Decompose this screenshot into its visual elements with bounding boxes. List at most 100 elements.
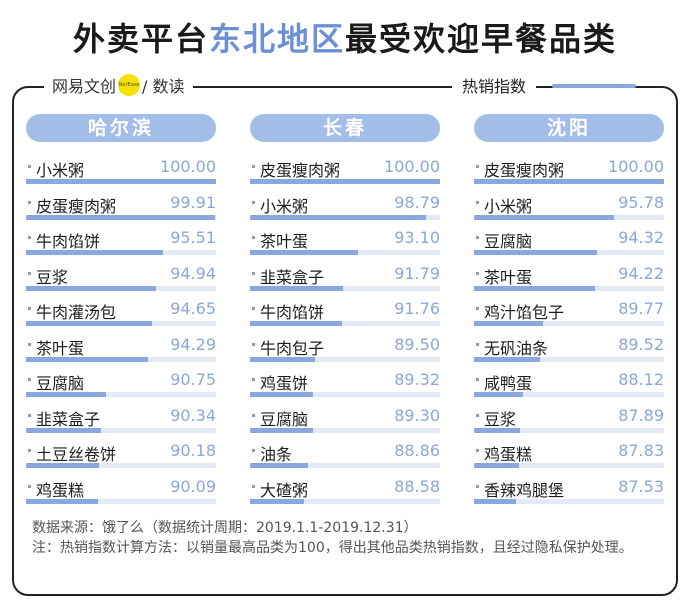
bar-track [474,427,664,433]
bar-track [474,321,664,326]
value-label: 89.32 [394,370,440,389]
bar-track [250,463,440,468]
bar-row: 鸡汁馅包子 89.77 [474,293,664,329]
bar-fill [474,463,520,468]
bullet-icon [28,200,31,204]
bar-row: 豆腐脑 89.30 [250,400,440,436]
value-label: 100.00 [608,157,664,176]
category-label: 小米粥 [484,196,533,216]
category-label: 皮蛋瘦肉粥 [36,196,117,216]
value-label: 87.89 [618,405,664,425]
method-note: 注：热销指数计算方法：以销量最高品类为100，得出其他品类热销指数，且经过隐私保… [32,540,633,556]
bar-row: 韭菜盒子 90.34 [26,400,216,436]
bar-fill [26,321,153,326]
bar-track [250,285,440,291]
bar-fill [474,356,540,362]
value-label: 100.00 [384,157,440,176]
value-label: 89.30 [394,405,440,425]
category-label: 豆浆 [36,267,69,287]
category-label: 小米粥 [260,196,309,216]
value-label: 91.79 [394,263,440,283]
bar-row: 无矾油条 89.52 [474,329,664,365]
category-label: 茶叶蛋 [36,338,85,358]
footnotes: 数据来源：饿了么（数据统计周期：2019.1.1-2019.12.31） 注：热… [32,518,672,558]
bullet-icon [252,236,255,239]
title-part-1: 外卖平台 [72,20,209,58]
bar-fill [26,427,102,433]
bullet-icon [28,484,31,488]
bar-fill [474,179,664,184]
bullet-icon [28,307,31,310]
bar-row: 鸡蛋糕 90.09 [26,471,216,507]
bar-fill [474,427,521,433]
netease-logo-icon: NetEase [118,74,141,96]
bullet-icon [28,271,31,275]
bar-fill [474,498,516,504]
value-label: 90.18 [170,441,216,460]
category-label: 牛肉灌汤包 [36,303,117,322]
ranking-list: 皮蛋瘦肉粥 100.00 小米粥 98.79 茶叶蛋 93.10 韭菜盒子 91.79 牛肉馅饼… [250,151,440,506]
bar-track [474,463,664,468]
bullet-icon [252,307,255,310]
bar-fill [474,392,523,397]
bullet-icon [28,449,31,452]
bar-row: 油条 88.86 [250,435,440,471]
bar-fill [250,427,313,433]
bar-row: 茶叶蛋 93.10 [250,222,440,258]
bar-track [26,392,216,397]
bar-track [250,356,440,362]
category-label: 油条 [260,445,293,464]
bar-fill [26,250,163,255]
value-label: 89.77 [618,299,664,318]
title-highlight: 东北地区 [208,20,345,58]
value-label: 98.79 [394,192,440,212]
value-label: 94.32 [618,228,664,247]
bar-row: 牛肉包子 89.50 [250,329,440,365]
bar-fill [250,498,305,504]
value-label: 87.83 [618,441,664,460]
bullet-icon [476,165,479,168]
bar-row: 豆浆 87.89 [474,400,664,436]
bullet-icon [476,342,479,346]
category-label: 鸡蛋糕 [36,480,85,500]
title-part-2: 最受欢迎早餐品类 [345,20,618,58]
bar-track [474,179,664,184]
bar-fill [250,179,440,184]
bullet-icon [252,342,255,346]
category-label: 豆浆 [484,409,517,429]
bar-row: 小米粥 98.79 [250,187,440,223]
category-label: 咸鸭蛋 [484,374,533,393]
value-label: 87.53 [618,476,664,496]
bar-row: 小米粥 100.00 [26,151,216,187]
value-label: 88.12 [618,370,664,389]
category-label: 鸡蛋糕 [484,445,533,464]
legend-line [552,84,636,88]
bar-track [26,498,216,504]
bar-row: 小米粥 95.78 [474,187,664,223]
bullet-icon [476,236,479,239]
category-label: 皮蛋瘦肉粥 [484,161,565,180]
bullet-icon [252,271,255,275]
bar-fill [250,250,359,255]
bar-row: 鸡蛋糕 87.83 [474,435,664,471]
category-label: 韭菜盒子 [260,267,325,287]
bullet-icon [476,307,479,310]
value-label: 99.91 [170,192,216,212]
city-column-harbin: 哈尔滨 小米粥 100.00 皮蛋瘦肉粥 99.91 牛肉馅饼 95.51 豆浆 94.94 牛… [26,114,216,506]
brand-text-left: 网易文创 [52,77,117,96]
category-label: 茶叶蛋 [484,267,533,287]
city-header: 长春 [250,114,440,142]
bar-track [26,285,216,291]
bar-track [250,214,440,220]
bar-fill [250,463,308,468]
bullet-icon [476,378,479,381]
bar-track [250,427,440,433]
bullet-icon [476,449,479,452]
bar-fill [26,285,156,291]
category-label: 鸡蛋饼 [260,374,309,393]
category-label: 豆腐脑 [260,409,309,429]
bar-fill [250,356,316,362]
value-label: 95.51 [170,228,216,247]
value-label: 91.76 [394,299,440,318]
bar-track [250,392,440,397]
